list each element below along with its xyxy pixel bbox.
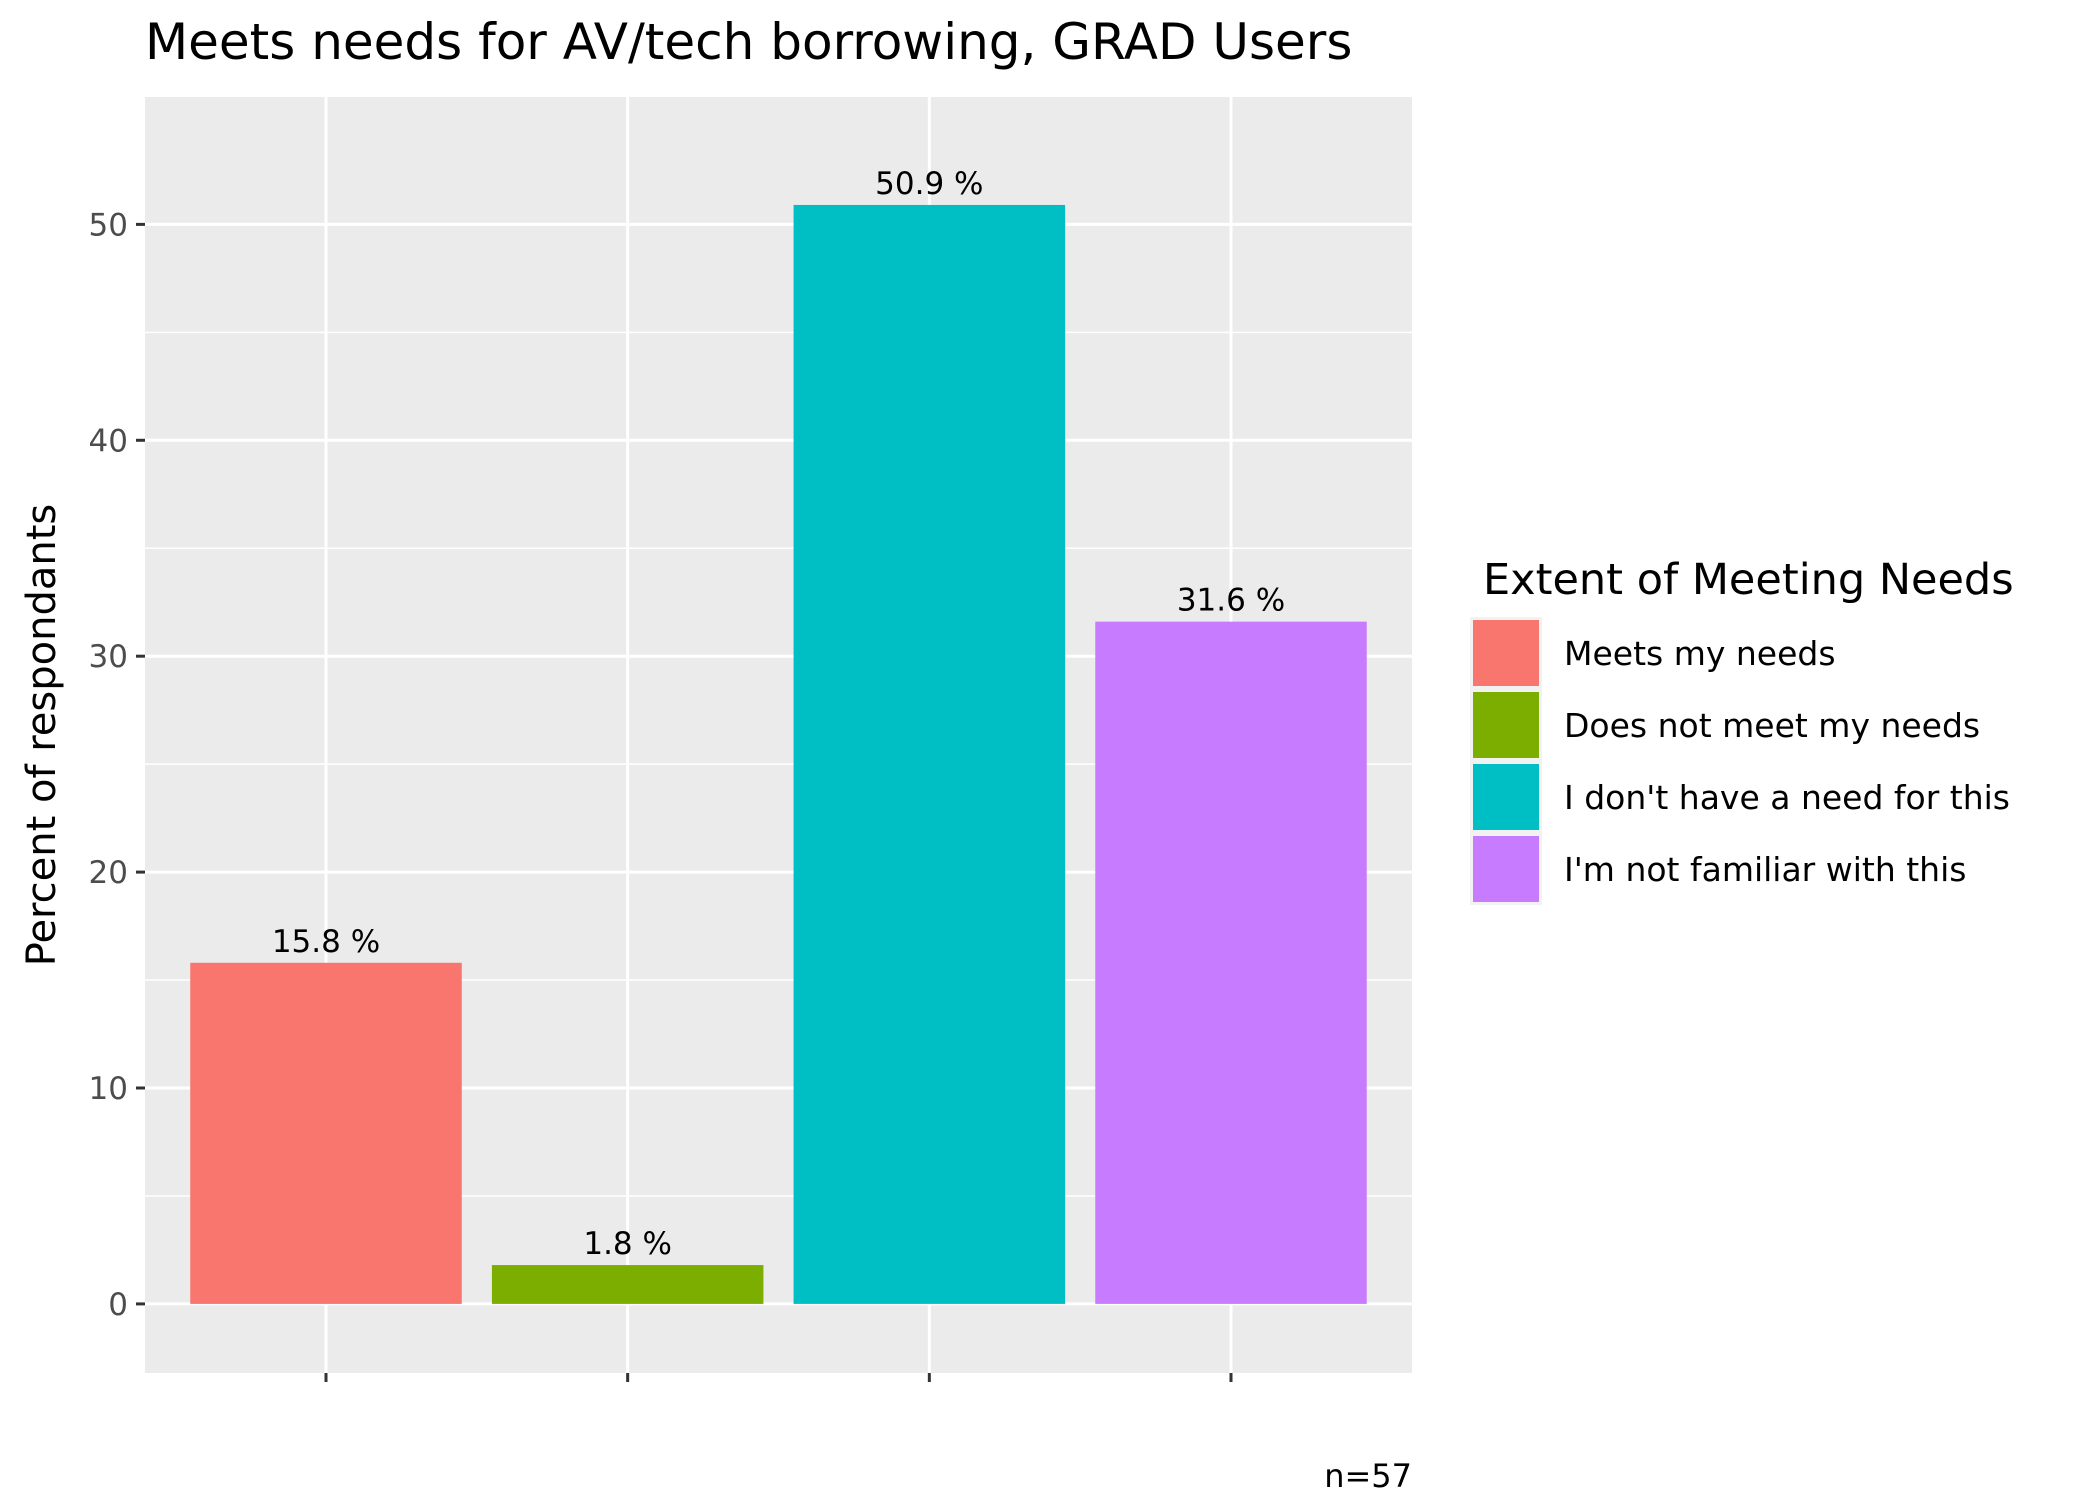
- bar-value-label: 50.9 %: [875, 166, 983, 202]
- bar: [491, 1265, 764, 1304]
- legend-label: Meets my needs: [1564, 634, 1836, 673]
- legend-label: Does not meet my needs: [1564, 706, 1980, 745]
- legend-swatch: [1473, 836, 1539, 902]
- y-tick-label: 50: [89, 207, 128, 243]
- bar: [190, 962, 462, 1304]
- y-tick-label: 40: [89, 423, 128, 459]
- y-tick-label: 0: [108, 1287, 128, 1323]
- bar-labels: 15.8 % 1.8 % 50.9 % 31.6 %: [272, 166, 1285, 1262]
- legend-swatch: [1473, 692, 1539, 758]
- legend-title: Extent of Meeting Needs: [1483, 555, 2014, 605]
- bar-value-label: 31.6 %: [1177, 583, 1285, 619]
- y-axis-title: Percent of respondants: [19, 504, 65, 967]
- bar: [793, 204, 1066, 1304]
- y-tick-label: 30: [89, 639, 128, 675]
- chart-title: Meets needs for AV/tech borrowing, GRAD …: [145, 13, 1352, 71]
- x-axis: [324, 1373, 1233, 1382]
- bar: [1095, 621, 1367, 1304]
- legend-swatch: [1473, 620, 1539, 686]
- bar-value-label: 15.8 %: [272, 924, 380, 960]
- y-axis: 0 10 20 30 40 50: [89, 207, 145, 1323]
- y-tick-label: 10: [89, 1071, 128, 1107]
- legend-label: I don't have a need for this: [1564, 778, 2010, 817]
- caption: n=57: [1324, 1457, 1412, 1495]
- y-tick-label: 20: [89, 855, 128, 891]
- legend-swatch: [1473, 764, 1539, 830]
- legend-label: I'm not familiar with this: [1564, 850, 1966, 889]
- bar-value-label: 1.8 %: [583, 1226, 672, 1262]
- legend-items: Meets my needs Does not meet my needs I do…: [1470, 617, 2010, 905]
- legend: Extent of Meeting Needs Meets my needs Do…: [1470, 555, 2014, 905]
- bars: [190, 204, 1367, 1304]
